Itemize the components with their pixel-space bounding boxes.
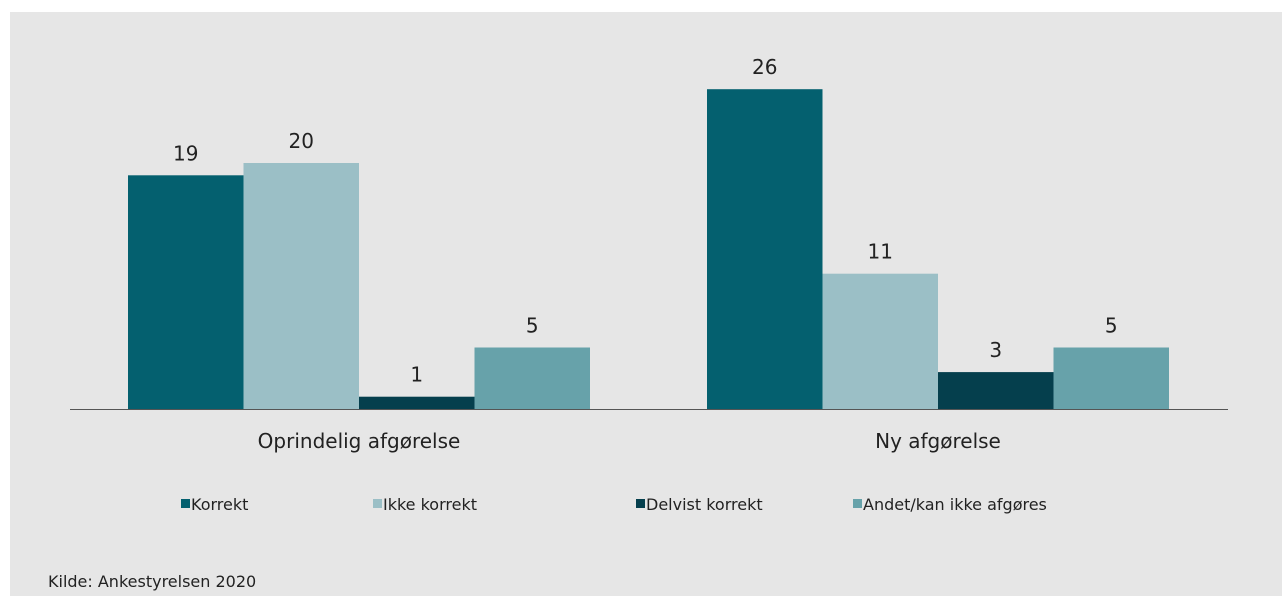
- value-label-0-1: 20: [289, 129, 314, 153]
- category-label-1: Ny afgørelse: [875, 429, 1001, 453]
- legend-swatch-2: [636, 499, 645, 508]
- legend-swatch-3: [853, 499, 862, 508]
- legend-label-3: Andet/kan ikke afgøres: [863, 495, 1047, 514]
- legend-label-1: Ikke korrekt: [383, 495, 477, 514]
- value-label-1-2: 3: [989, 338, 1002, 362]
- bar-0-0: [128, 175, 244, 409]
- bar-1-3: [1053, 347, 1169, 409]
- legend-swatch-1: [373, 499, 382, 508]
- bar-0-1: [243, 163, 359, 409]
- value-label-0-2: 1: [410, 363, 423, 387]
- bar-0-2: [359, 396, 475, 409]
- value-labels-group: 19 20 1 5 26 11 3 5: [173, 55, 1118, 387]
- legend-label-0: Korrekt: [191, 495, 248, 514]
- bar-0-3: [474, 347, 590, 409]
- value-label-0-3: 5: [526, 314, 539, 338]
- source-note: Kilde: Ankestyrelsen 2020: [48, 572, 256, 591]
- bar-1-0: [707, 89, 823, 409]
- legend-swatch-0: [181, 499, 190, 508]
- value-label-0-0: 19: [173, 141, 198, 165]
- bar-1-2: [938, 372, 1054, 409]
- category-label-0: Oprindelig afgørelse: [258, 429, 461, 453]
- value-label-1-1: 11: [868, 240, 893, 264]
- value-label-1-0: 26: [752, 55, 777, 79]
- bars-group: [128, 89, 1169, 409]
- legend-label-2: Delvist korrekt: [646, 495, 763, 514]
- value-label-1-3: 5: [1105, 314, 1118, 338]
- bar-1-1: [822, 273, 938, 409]
- legend: Korrekt Ikke korrekt Delvist korrekt Andet/…: [181, 495, 1047, 514]
- category-labels-group: Oprindelig afgørelse Ny afgørelse: [258, 429, 1001, 453]
